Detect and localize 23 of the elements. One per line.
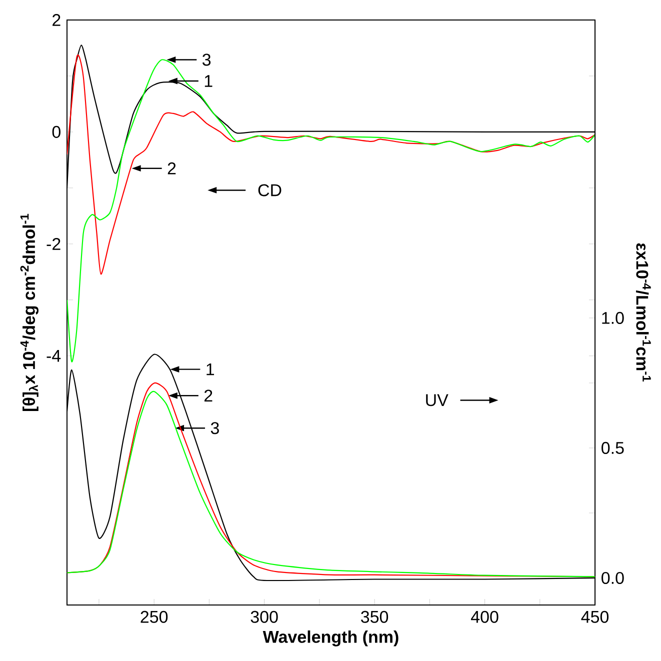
annotation: 3 bbox=[210, 422, 219, 434]
annotation: 3 bbox=[202, 54, 211, 66]
y-tick-label: -2 bbox=[46, 238, 60, 250]
y2-tick-label: 0.5 bbox=[602, 442, 624, 454]
y2-tick-label: 1.0 bbox=[602, 312, 624, 324]
annotation: 2 bbox=[204, 390, 212, 402]
x-tick-label: 450 bbox=[581, 610, 609, 623]
y-tick-label: 2 bbox=[52, 14, 60, 26]
annotation: UV bbox=[426, 394, 448, 406]
x-tick-label: 350 bbox=[361, 610, 388, 623]
y2-tick-label: 0.0 bbox=[602, 572, 624, 584]
annotation: 1 bbox=[206, 363, 214, 376]
x-tick-label: 400 bbox=[470, 610, 498, 623]
y-tick-label: 0 bbox=[52, 126, 60, 138]
annotation: CD bbox=[258, 184, 282, 196]
y-tick-label: -4 bbox=[46, 350, 61, 362]
x-tick-label: 250 bbox=[140, 610, 168, 623]
x-tick-label: 300 bbox=[250, 610, 278, 623]
annotation: 2 bbox=[168, 162, 176, 174]
x-axis-title: Wavelength (nm) bbox=[262, 630, 398, 646]
annotation: 1 bbox=[204, 75, 212, 87]
y2-axis-title: εx10$^{-4}$/Lmol$^{-1}$cm$^{-1}$ bbox=[636, 243, 651, 382]
y-axis-title: [θ]$_{λ}$x 10$^{-4}$/deg cm$^{-2}$dmol$^{-1}$ bbox=[20, 214, 38, 411]
